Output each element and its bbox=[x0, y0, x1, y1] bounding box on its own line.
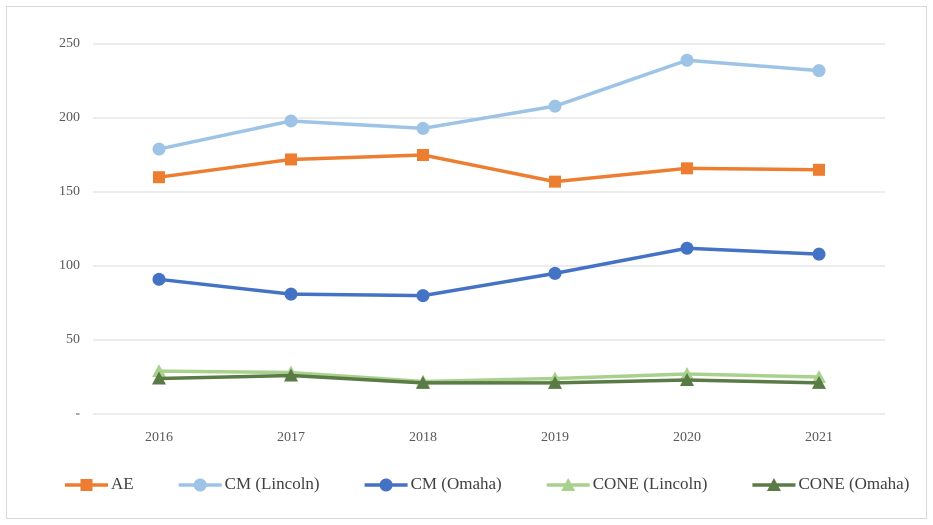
marker bbox=[285, 153, 297, 166]
marker bbox=[766, 478, 781, 491]
series-line bbox=[158, 58, 820, 151]
marker bbox=[152, 364, 166, 378]
marker bbox=[152, 142, 166, 156]
series-line bbox=[158, 369, 820, 384]
marker bbox=[416, 375, 430, 389]
legend-label: CONE (Omaha) bbox=[798, 474, 909, 493]
marker bbox=[812, 375, 826, 389]
x-tick-label: 2021 bbox=[805, 430, 833, 445]
marker bbox=[193, 478, 207, 492]
series-line bbox=[158, 153, 820, 184]
marker bbox=[548, 99, 562, 113]
marker bbox=[680, 53, 694, 67]
y-tick-label: 150 bbox=[59, 184, 80, 199]
marker bbox=[681, 162, 693, 175]
legend-label: AE bbox=[111, 474, 134, 493]
x-tick-label: 2017 bbox=[277, 430, 305, 445]
x-tick-label: 2019 bbox=[541, 430, 569, 445]
marker bbox=[812, 64, 826, 78]
marker bbox=[548, 375, 562, 389]
legend: AE CM (Lincoln) CM (Omaha) CONE (Lincoln) CO… bbox=[65, 474, 909, 493]
marker bbox=[416, 289, 430, 303]
marker bbox=[680, 372, 694, 386]
marker bbox=[812, 247, 826, 261]
marker bbox=[284, 114, 298, 128]
x-tick-label: 2020 bbox=[673, 430, 701, 445]
legend-label: CM (Lincoln) bbox=[225, 474, 320, 493]
y-tick-label: 50 bbox=[66, 332, 80, 347]
marker bbox=[548, 266, 562, 280]
marker bbox=[284, 368, 298, 382]
marker bbox=[152, 272, 166, 286]
y-tick-label: 250 bbox=[59, 36, 80, 51]
x-tick-label: 2016 bbox=[145, 430, 173, 445]
y-tick-label: - bbox=[75, 406, 80, 421]
marker bbox=[813, 163, 825, 176]
y-tick-label: 200 bbox=[59, 110, 80, 125]
marker bbox=[561, 478, 576, 491]
y-tick-label: 100 bbox=[59, 258, 80, 273]
series-line bbox=[158, 373, 820, 385]
marker bbox=[379, 478, 393, 492]
marker bbox=[680, 241, 694, 255]
legend-label: CONE (Lincoln) bbox=[593, 474, 708, 493]
marker bbox=[152, 371, 166, 385]
marker bbox=[549, 175, 561, 188]
legend-label: CM (Omaha) bbox=[411, 474, 502, 493]
marker bbox=[417, 149, 429, 161]
series-line bbox=[158, 246, 820, 298]
marker bbox=[80, 479, 93, 491]
marker bbox=[153, 171, 165, 184]
marker bbox=[284, 287, 298, 301]
x-tick-label: 2018 bbox=[409, 430, 437, 445]
marker bbox=[416, 121, 430, 135]
chart-border bbox=[6, 6, 927, 519]
